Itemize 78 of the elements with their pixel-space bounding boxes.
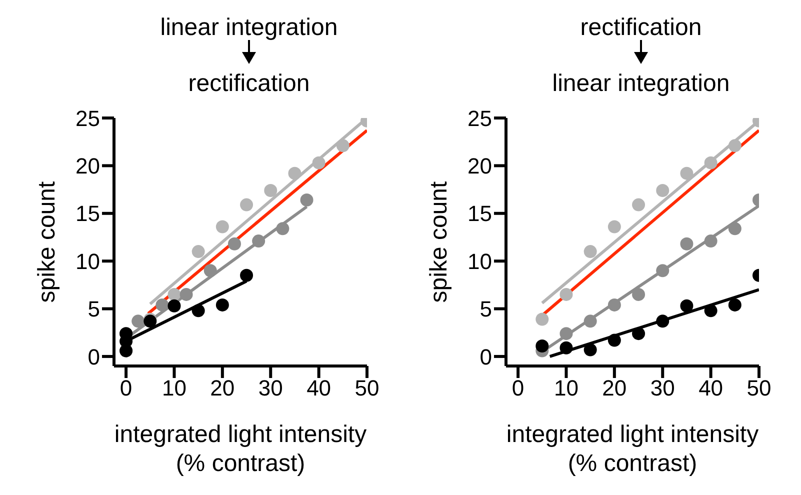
x-tick-label: 50 [746,376,772,401]
point [584,314,597,328]
y-tick-label: 5 [480,296,492,322]
point [728,222,742,236]
point [656,264,670,278]
x-tick-label: 30 [258,376,283,401]
point [276,222,290,236]
point [680,166,694,180]
point [168,288,181,301]
point [608,298,621,312]
y-tick-label: 20 [76,154,100,178]
y-axis-title: spike count [34,180,61,303]
point [204,264,217,278]
point [704,156,718,170]
point [704,304,718,318]
point [288,166,302,180]
point [536,339,549,352]
point [656,184,670,197]
x-tick-label: 20 [602,376,627,401]
point [680,237,694,250]
point [680,299,694,312]
point [632,198,646,212]
x-tick-label: 40 [698,376,724,401]
chart-title: linear integration [159,14,339,42]
x-axis-title: integrated light intensity (% contrast) [506,421,759,477]
y-tick-label: 0 [88,344,100,370]
y-tick-label: 25 [468,106,492,131]
x-tick-label: 40 [306,376,332,401]
y-tick-label: 10 [76,248,100,274]
point [336,139,350,152]
point [632,327,646,340]
point [656,314,670,328]
point [192,245,205,258]
point [216,298,229,312]
point [168,299,181,312]
chart-subtitle: rectification [187,70,311,98]
point [312,156,326,170]
y-tick-label: 5 [88,296,100,322]
point [536,312,549,326]
x-tick-label: 50 [354,376,380,401]
y-tick-label: 10 [468,248,492,274]
chart-subtitle: linear integration [551,70,731,98]
y-tick-label: 15 [468,201,492,226]
point [728,298,742,312]
point [156,298,169,312]
point [228,237,241,250]
x-axis-title: integrated light intensity (% contrast) [114,421,367,477]
point [240,198,254,212]
point [264,184,278,197]
point [192,304,205,318]
point [608,334,621,347]
x-tick-label: 30 [650,376,675,401]
point [300,194,314,207]
y-tick-label: 15 [76,201,100,226]
x-tick-label: 20 [210,376,235,401]
x-tick-label: 10 [554,376,578,401]
point [132,314,145,328]
y-tick-label: 25 [76,106,100,131]
point [216,220,229,234]
point [180,288,193,301]
y-tick-label: 0 [480,344,492,370]
point [704,234,718,248]
x-tick-label: 0 [120,376,132,401]
chart-title: rectification [579,14,703,42]
point [584,245,597,258]
x-tick-label: 0 [512,376,524,401]
point [560,288,573,301]
point [608,220,621,234]
point [632,288,646,301]
y-tick-label: 20 [468,154,492,178]
point [560,341,573,354]
x-tick-label: 10 [162,376,186,401]
point [584,343,597,356]
point [560,327,573,340]
point [240,268,254,282]
point [728,139,742,152]
point [252,234,266,248]
y-axis-title: spike count [426,180,453,303]
